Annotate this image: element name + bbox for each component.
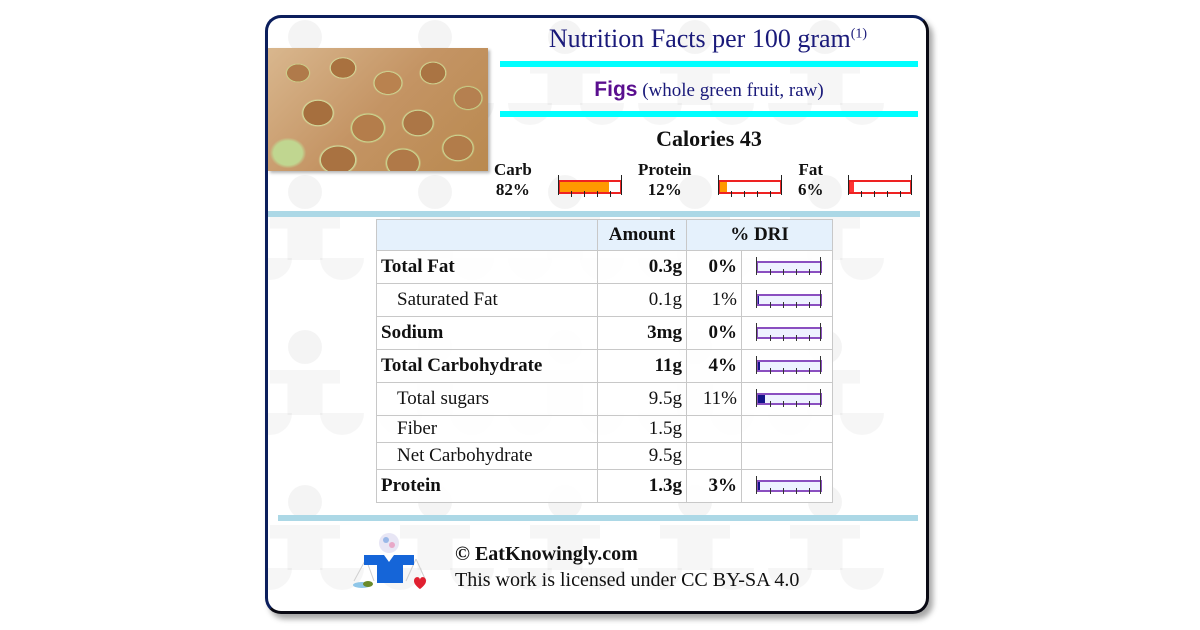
row-label: Total sugars [376,382,598,416]
table-row: Total sugars 9.5g 11% [376,382,833,416]
row-dri: 4% [686,349,742,383]
row-dri: 0% [686,316,742,350]
cyan-rule-top [500,61,918,67]
row-dri: 11% [686,382,742,416]
footer-separator [278,515,918,521]
row-label: Saturated Fat [376,283,598,317]
food-name: Figs (whole green fruit, raw) [500,70,918,111]
row-dri: 1% [686,283,742,317]
table-row: Net Carbohydrate 9.5g [376,442,833,470]
row-label: Net Carbohydrate [376,442,598,470]
title-footnote: (1) [850,26,868,42]
cyan-rule-bottom [500,111,918,117]
row-label: Total Fat [376,250,598,284]
dri-bar [741,316,833,350]
row-amount: 0.3g [597,250,687,284]
table-row: Total Fat 0.3g 0% [376,250,833,284]
figs-photo [268,48,488,171]
macro-fat-percent: 6% [798,180,824,199]
row-dri: 3% [686,469,742,503]
row-dri [686,442,742,470]
header-dri: % DRI [686,219,833,251]
nutrition-table: Amount % DRI Total Fat 0.3g 0% Saturated… [376,219,833,503]
calories-heading: Calories 43 [656,126,762,151]
page-title: Nutrition Facts per 100 gram(1) [498,22,918,56]
dri-bar [741,469,833,503]
title-text: Nutrition Facts per 100 gram [548,24,851,53]
table-header-row: Amount % DRI [376,219,833,251]
row-dri: 0% [686,250,742,284]
table-row: Saturated Fat 0.1g 1% [376,283,833,317]
table-row: Sodium 3mg 0% [376,316,833,350]
header-name [376,219,598,251]
row-amount: 11g [597,349,687,383]
macro-carb-label: Carb [494,160,532,179]
dri-bar-empty [741,415,833,443]
food-description: (whole green fruit, raw) [642,80,824,101]
macro-protein-percent: 12% [647,180,682,199]
dri-bar [741,283,833,317]
copyright-text: © EatKnowingly.com [455,543,638,565]
food-name-label: Figs [594,78,638,101]
eatknowingly-logo-icon [344,531,436,593]
table-row: Protein 1.3g 3% [376,469,833,503]
macro-carb: Carb 82% [494,160,532,200]
row-label: Fiber [376,415,598,443]
macro-carb-percent: 82% [495,180,530,199]
row-amount: 0.1g [597,283,687,317]
license-text: This work is licensed under CC BY-SA 4.0 [455,569,800,591]
row-amount: 1.3g [597,469,687,503]
dri-bar-empty [741,442,833,470]
table-row: Total Carbohydrate 11g 4% [376,349,833,383]
macro-protein: Protein 12% [638,160,692,200]
macro-protein-label: Protein [638,160,692,179]
row-label: Sodium [376,316,598,350]
row-amount: 9.5g [597,382,687,416]
row-dri [686,415,742,443]
footer: © EatKnowingly.com This work is licensed… [455,541,799,593]
row-amount: 1.5g [597,415,687,443]
macro-fat-label: Fat [798,160,824,179]
macro-fat: Fat 6% [798,160,824,200]
dri-bar [741,250,833,284]
dri-bar [741,382,833,416]
table-row: Fiber 1.5g [376,415,833,443]
dri-bar [741,349,833,383]
section-separator [268,211,920,217]
row-label: Protein [376,469,598,503]
header-amount: Amount [597,219,687,251]
row-amount: 9.5g [597,442,687,470]
row-label: Total Carbohydrate [376,349,598,383]
nutrition-card: Nutrition Facts per 100 gram(1) Figs (wh… [265,15,929,614]
row-amount: 3mg [597,316,687,350]
